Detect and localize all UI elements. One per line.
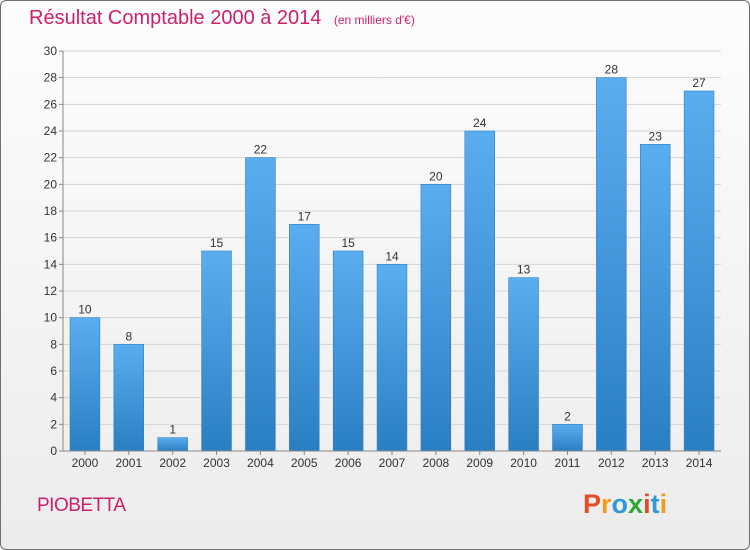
x-tick-label-2002: 2002 [159, 456, 186, 470]
bar-2009 [464, 130, 495, 452]
chart-title-unit: (en milliers d'€) [333, 13, 415, 27]
bar-2004 [245, 157, 276, 452]
x-tick-label-2007: 2007 [379, 456, 406, 470]
value-label-2012: 28 [605, 63, 619, 77]
value-label-2013: 23 [649, 129, 663, 143]
logo-letter: r [601, 489, 612, 519]
x-tick-label-2001: 2001 [115, 456, 142, 470]
value-label-2009: 24 [473, 116, 487, 130]
bar-2002 [157, 437, 188, 452]
x-tick-label-2004: 2004 [247, 456, 274, 470]
value-label-2002: 1 [169, 423, 176, 437]
x-tick-label-2012: 2012 [598, 456, 625, 470]
logo-letter: P [583, 489, 602, 519]
value-label-2011: 2 [564, 409, 571, 423]
bar-2012 [596, 77, 627, 452]
value-label-2003: 15 [210, 236, 224, 250]
y-tick-label: 4 [50, 391, 57, 405]
y-tick-label: 24 [44, 124, 58, 138]
x-tick-label-2008: 2008 [423, 456, 450, 470]
logo-letter: x [628, 489, 644, 519]
x-tick-label-2014: 2014 [686, 456, 713, 470]
bar-2008 [420, 184, 452, 452]
x-tick-label-2010: 2010 [510, 456, 537, 470]
bar-2000 [69, 317, 101, 452]
y-tick-label: 12 [44, 284, 58, 298]
value-label-2005: 17 [298, 209, 312, 223]
logo-letter: t [650, 489, 660, 519]
bar-2010 [508, 277, 539, 452]
bar-2001 [113, 344, 145, 452]
bar-layer: 10 8 1 15 22 17 15 14 20 24 13 2 28 23 27 [69, 63, 715, 452]
y-tick-label: 0 [50, 444, 57, 458]
value-label-2006: 15 [341, 236, 355, 250]
y-tick-label: 22 [44, 151, 58, 165]
x-tick-label-2013: 2013 [642, 456, 669, 470]
y-tick-label: 14 [44, 257, 58, 271]
x-tick-label-2009: 2009 [466, 456, 493, 470]
value-label-2007: 14 [385, 249, 399, 263]
value-label-2001: 8 [125, 329, 132, 343]
y-tick-label: 2 [50, 417, 57, 431]
x-tick-label-2006: 2006 [335, 456, 362, 470]
chart-title: Résultat Comptable 2000 à 2014 (en milli… [29, 7, 415, 30]
y-tick-label: 28 [44, 71, 58, 85]
bar-2003 [201, 250, 232, 452]
value-label-2000: 10 [78, 303, 92, 317]
y-tick-label: 18 [44, 204, 58, 218]
x-tick-label-2011: 2011 [555, 456, 581, 470]
value-label-2010: 13 [517, 263, 531, 277]
bar-2006 [332, 250, 364, 452]
x-tick-label-2000: 2000 [72, 456, 99, 470]
x-tick-label-2005: 2005 [291, 456, 318, 470]
y-tick-label: 8 [50, 337, 57, 351]
value-label-2004: 22 [254, 143, 268, 157]
bar-2011 [552, 424, 583, 452]
commune-name: PIOBETTA [37, 495, 126, 516]
bar-2013 [639, 144, 671, 452]
y-tick-label: 6 [50, 364, 57, 378]
bar-2007 [376, 264, 408, 452]
value-label-2008: 20 [429, 169, 443, 183]
y-tick-label: 10 [44, 311, 58, 325]
bar-2014 [683, 90, 715, 452]
y-tick-label: 16 [44, 231, 58, 245]
logo-letter: i [643, 489, 651, 519]
x-tick-label-2003: 2003 [203, 456, 230, 470]
proxiti-logo[interactable]: Proxiti [583, 489, 667, 520]
chart-title-main: Résultat Comptable 2000 à 2014 [29, 7, 322, 29]
logo-letter: o [611, 489, 629, 519]
logo-letter: i [659, 489, 668, 519]
bar-2005 [289, 224, 320, 452]
y-tick-label: 20 [44, 177, 58, 191]
value-label-2014: 27 [692, 76, 706, 90]
y-tick-label: 26 [44, 97, 58, 111]
y-tick-label: 30 [44, 44, 58, 58]
